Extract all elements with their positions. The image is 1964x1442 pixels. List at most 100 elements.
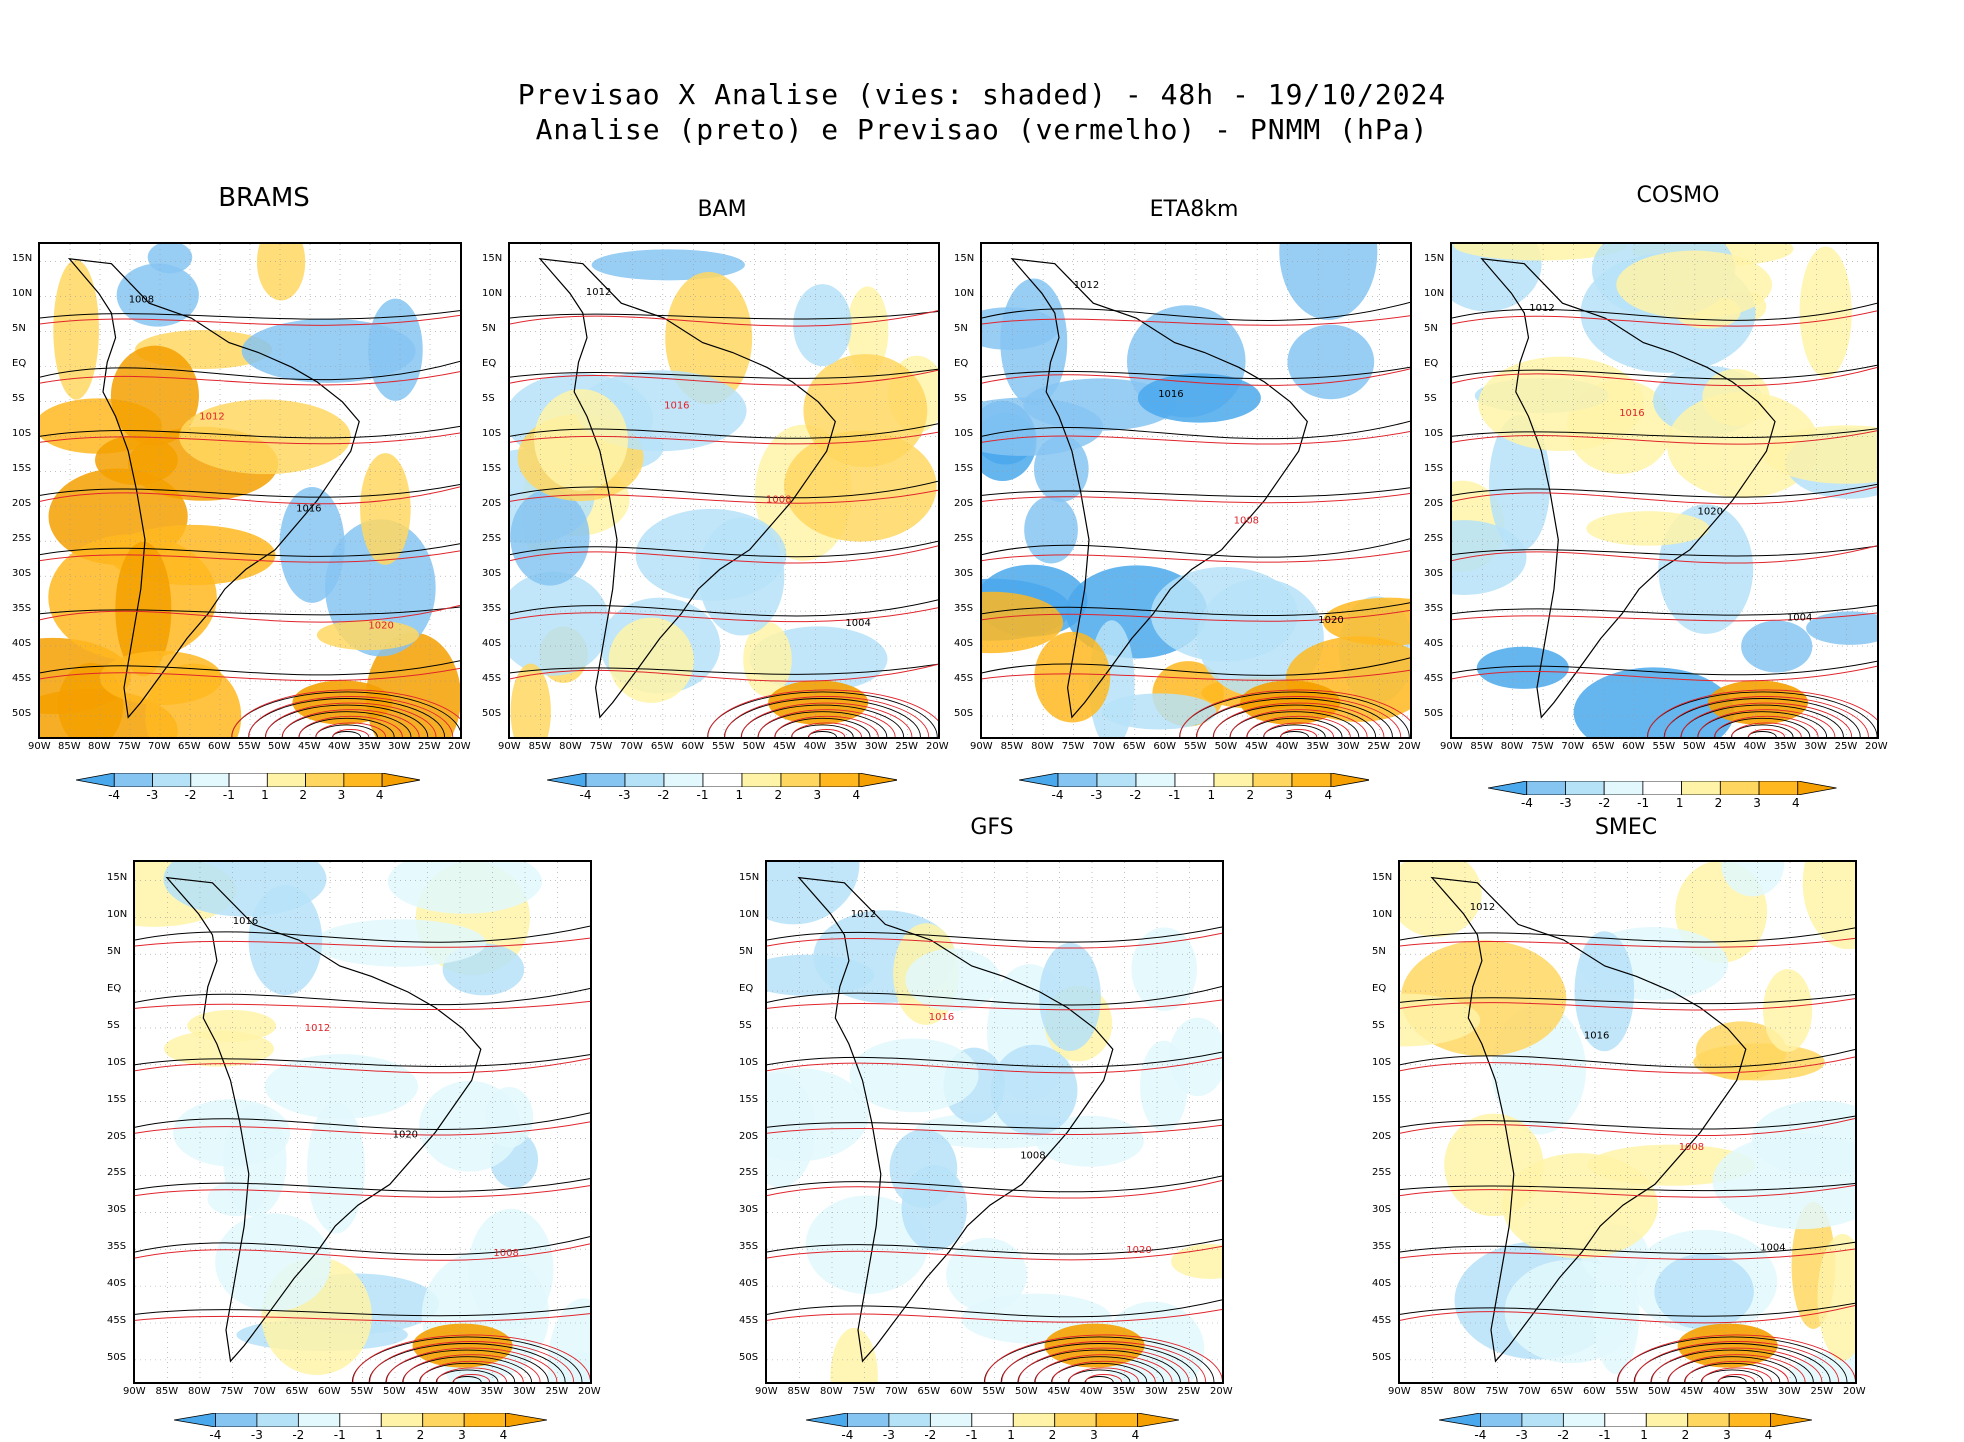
lon-tick-label: 60W [950, 1386, 973, 1397]
lat-tick-label: 5N [482, 323, 496, 335]
lat-tick-label: 10N [482, 288, 503, 300]
panel-title-eta8km: ETA8km [1149, 197, 1239, 222]
isobar-labels: 1012 1016 1008 1020 [851, 909, 1152, 1256]
lat-tick-label: 10S [739, 1056, 759, 1068]
panel-title-gfs: GFS [970, 815, 1014, 840]
colorbar-label: 4 [1131, 1428, 1140, 1442]
lat-tick-label: 30S [1372, 1204, 1392, 1216]
isobar-label: 1016 [233, 916, 258, 927]
colorbar-label: -1 [696, 788, 709, 802]
lat-tick-label: 35S [1372, 1241, 1392, 1253]
lon-tick-label: 20W [1210, 1386, 1233, 1397]
lat-tick-label: 10S [954, 428, 974, 440]
lon-tick-label: 75W [1061, 741, 1085, 752]
colorbar-label: -3 [1515, 1428, 1528, 1442]
lon-tick-label: 20W [1398, 741, 1421, 752]
lat-tick-label: 45S [1424, 673, 1444, 685]
lat-tick-label: 10N [739, 909, 760, 921]
lat-tick-label: 45S [107, 1314, 127, 1326]
lon-tick-label: 55W [1652, 741, 1676, 752]
lat-tick-label: 10N [954, 288, 975, 300]
colorbar-cosmo [1488, 780, 1837, 796]
lat-tick-label: 15S [954, 463, 974, 475]
lon-tick-label: 65W [285, 1386, 309, 1397]
lon-tick-label: 40W [1080, 1386, 1103, 1397]
colorbar-label: 4 [1324, 788, 1333, 802]
lon-tick-label: 50W [1682, 741, 1706, 752]
lon-tick-label: 90W [123, 1386, 146, 1397]
colorbar-label: -4 [1051, 788, 1064, 802]
lat-tick-label: 15S [12, 463, 32, 475]
lat-tick-label: 5N [739, 946, 753, 958]
colorbar-label: 4 [852, 788, 861, 802]
lat-tick-label: 25S [1424, 533, 1444, 545]
lon-tick-label: 40W [1275, 741, 1299, 752]
lon-tick-label: 45W [773, 741, 796, 752]
lon-tick-label: 65W [1122, 741, 1146, 752]
colorbar-label: 3 [1090, 1428, 1098, 1442]
lat-tick-label: 20S [107, 1130, 127, 1142]
lon-tick-label: 50W [383, 1386, 406, 1397]
lat-tick-label: 15S [1372, 1093, 1392, 1105]
lon-tick-label: 50W [1648, 1386, 1671, 1397]
isobar-labels: 1012 1016 1020 1004 [1529, 303, 1812, 623]
lat-tick-label: 15N [12, 253, 33, 265]
lon-tick-label: 30W [1804, 741, 1827, 752]
lon-tick-label: 65W [650, 741, 674, 752]
lon-tick-label: 80W [1031, 741, 1054, 752]
lon-tick-label: 40W [1743, 741, 1767, 752]
map-svg-gfs: 1012 1016 1008 1020 [767, 862, 1222, 1382]
map-svg-panel5: 1016 1012 1020 1008 [135, 862, 590, 1382]
colorbar-label: -4 [1520, 796, 1533, 810]
lat-tick-label: 50S [482, 708, 502, 720]
lon-tick-label: 50W [1015, 1386, 1038, 1397]
lon-tick-label: 20W [1843, 1386, 1866, 1397]
lat-tick-label: 40S [739, 1278, 759, 1290]
isobar-label: 1004 [1760, 1243, 1785, 1254]
lon-tick-label: 30W [1145, 1386, 1168, 1397]
isobar-label: 1020 [368, 620, 393, 631]
panel-title-bam: BAM [697, 197, 747, 222]
panel-title-brams: BRAMS [218, 183, 310, 213]
bias-shading [40, 244, 460, 737]
lat-tick-label: 15N [482, 253, 503, 265]
lon-tick-label: 50W [1214, 741, 1238, 752]
colorbar-label: 1 [1640, 1428, 1648, 1442]
lat-tick-label: 15S [1424, 463, 1444, 475]
colorbar-label: -1 [1598, 1428, 1611, 1442]
lon-tick-label: 35W [1306, 741, 1329, 752]
lon-tick-label: 80W [820, 1386, 843, 1397]
colorbar-label: 2 [774, 788, 783, 802]
isobar-label: 1016 [664, 400, 689, 411]
lat-tick-label: 10N [12, 288, 33, 300]
lat-tick-label: EQ [1372, 983, 1387, 995]
colorbar-label: -2 [1598, 796, 1611, 810]
lat-tick-label: 45S [482, 673, 502, 685]
lon-tick-label: 75W [1485, 1386, 1509, 1397]
lat-lon-grid [1452, 244, 1877, 737]
lon-tick-label: 30W [513, 1386, 536, 1397]
map-panel-bam: 1012 1016 1008 1004 [508, 242, 940, 739]
colorbar-label: -3 [250, 1428, 263, 1442]
map-svg-smec: 1012 1016 1008 1004 [1400, 862, 1855, 1382]
lon-tick-label: 70W [1561, 741, 1585, 752]
map-panel-gfs: 1012 1016 1008 1020 [765, 860, 1224, 1384]
lon-tick-label: 35W [1112, 1386, 1136, 1397]
isobar-label: 1008 [1679, 1142, 1704, 1153]
lon-tick-label: 45W [1680, 1386, 1704, 1397]
lat-tick-label: 50S [954, 708, 974, 720]
isobar-label: 1012 [586, 287, 611, 298]
lat-tick-label: 10S [1424, 428, 1444, 440]
colorbar-label: -2 [1129, 788, 1142, 802]
lat-tick-label: 40S [482, 638, 502, 650]
colorbar-label: -2 [924, 1428, 937, 1442]
lat-tick-label: 20S [1424, 498, 1444, 510]
lat-tick-label: 50S [739, 1351, 759, 1363]
lon-tick-label: 75W [220, 1386, 244, 1397]
lon-tick-label: 55W [712, 741, 735, 752]
isobar-label: 1016 [929, 1012, 954, 1023]
colorbar-label: 3 [458, 1428, 466, 1442]
lat-tick-label: 10S [482, 428, 502, 440]
lat-tick-label: 45S [954, 673, 974, 685]
isobars [1452, 302, 1877, 737]
